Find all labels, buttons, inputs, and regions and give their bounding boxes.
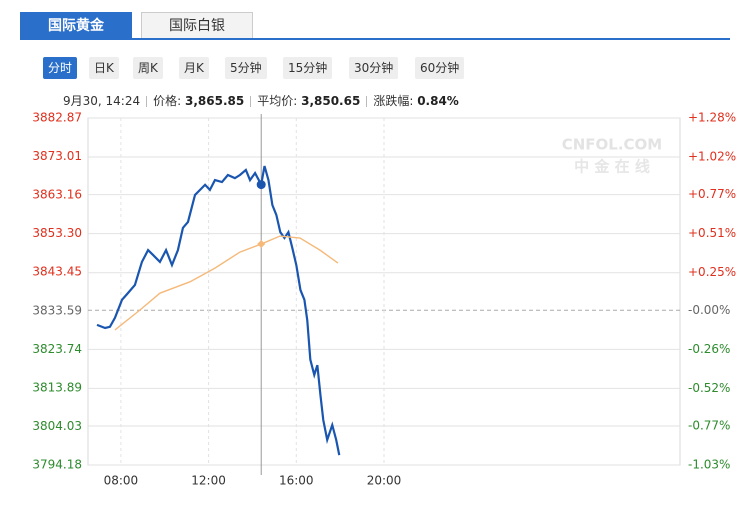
y-tick-label: 3794.18	[32, 458, 82, 472]
tab-underline	[20, 38, 730, 40]
x-tick-label: 08:00	[104, 474, 139, 488]
x-tick-label: 16:00	[279, 474, 314, 488]
info-time: 9月30, 14:24	[63, 94, 141, 108]
y-tick-label: 3873.01	[32, 149, 82, 163]
cursor-dot	[256, 180, 266, 190]
y2-tick-label: -0.52%	[688, 381, 730, 395]
y-tick-label: 3833.59	[32, 303, 82, 317]
watermark: 中 金 在 线	[574, 158, 650, 176]
info-price: 3,865.85	[185, 94, 245, 108]
period-button[interactable]: 5分钟	[225, 57, 267, 79]
info-label: 平均价:	[257, 94, 298, 108]
info-line: 9月30, 14:24 价格: 3,865.85 平均价: 3,850.65 涨跌幅:…	[63, 92, 459, 109]
info-label: 价格:	[153, 94, 182, 108]
series-line	[96, 165, 341, 456]
y-tick-label: 3882.87	[32, 111, 82, 125]
period-button[interactable]: 分时	[43, 57, 78, 79]
y2-tick-label: +1.28%	[688, 111, 736, 125]
y-tick-label: 3804.03	[32, 419, 82, 433]
period-button[interactable]: 月K	[179, 57, 209, 79]
y2-tick-label: -0.00%	[688, 303, 730, 317]
y2-tick-label: -1.03%	[688, 458, 730, 472]
y-tick-label: 3823.74	[32, 342, 82, 356]
y2-tick-label: +0.77%	[688, 187, 736, 201]
series-line	[114, 235, 339, 331]
y2-tick-label: +1.02%	[688, 150, 736, 164]
x-tick-label: 20:00	[367, 474, 402, 488]
period-button[interactable]: 15分钟	[283, 57, 333, 79]
y2-tick-label: -0.26%	[688, 342, 730, 356]
info-change: 0.84%	[417, 94, 459, 108]
period-button[interactable]: 60分钟	[415, 57, 465, 79]
tab[interactable]: 国际黄金	[20, 12, 132, 39]
y-tick-label: 3863.16	[32, 188, 82, 202]
y2-tick-label: +0.51%	[688, 226, 736, 240]
period-button[interactable]: 周K	[133, 57, 163, 79]
y2-tick-label: +0.25%	[688, 265, 736, 279]
period-button[interactable]: 日K	[89, 57, 119, 79]
info-avg: 3,850.65	[301, 94, 361, 108]
period-button[interactable]: 30分钟	[349, 57, 399, 79]
watermark: CNFOL.COM	[562, 136, 663, 154]
info-label: 涨跌幅:	[373, 94, 414, 108]
y2-tick-label: -0.77%	[688, 418, 730, 432]
y-tick-label: 3813.89	[32, 380, 82, 394]
cursor-diamond	[257, 240, 266, 249]
y-tick-label: 3853.30	[32, 226, 82, 240]
tab[interactable]: 国际白银	[141, 12, 253, 39]
x-tick-label: 12:00	[191, 474, 226, 488]
y-tick-label: 3843.45	[32, 265, 82, 279]
